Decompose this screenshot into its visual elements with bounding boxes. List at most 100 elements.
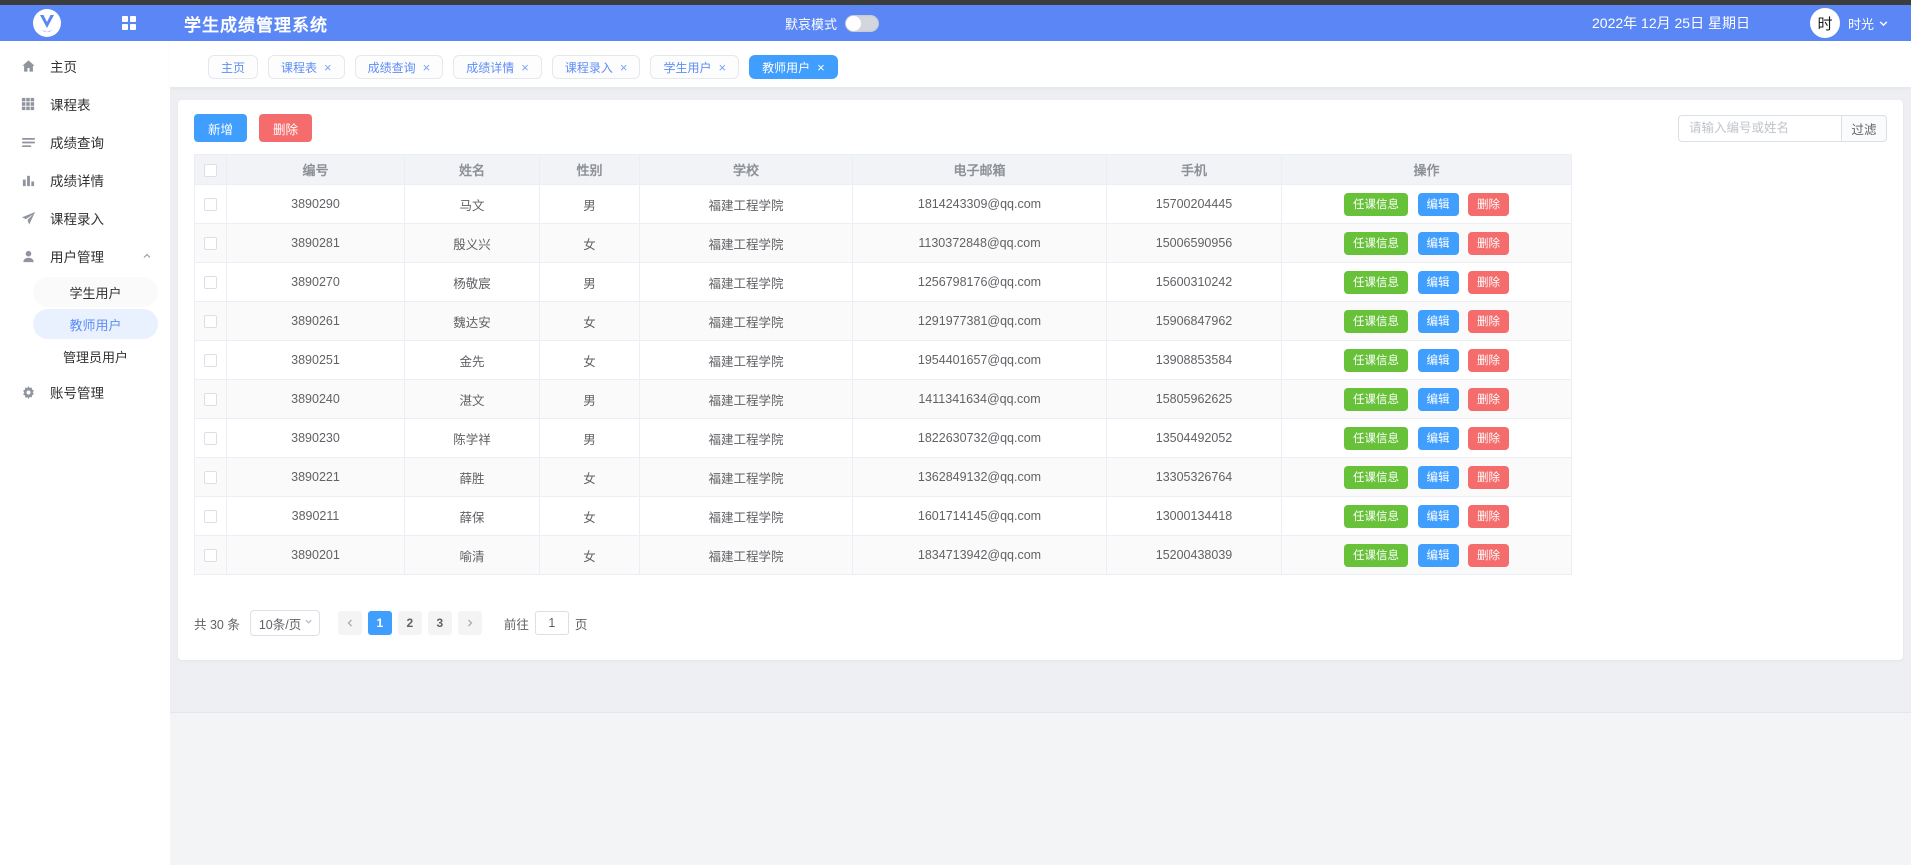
course-info-button[interactable]: 任课信息 (1344, 426, 1409, 450)
cell-email: 1411341634@qq.com (852, 379, 1107, 419)
row-checkbox[interactable] (204, 432, 217, 446)
sidebar-item-timetable[interactable]: 课程表 (0, 85, 170, 123)
row-checkbox[interactable] (204, 393, 217, 407)
delete-row-button[interactable]: 删除 (1467, 192, 1509, 216)
delete-row-button[interactable]: 删除 (1467, 231, 1509, 255)
course-info-button[interactable]: 任课信息 (1344, 543, 1409, 567)
tab-主页[interactable]: 主页 (208, 55, 259, 79)
toolbar: 新增 删除 过滤 (194, 114, 1887, 142)
delete-row-button[interactable]: 删除 (1467, 270, 1509, 294)
sidebar-item-admin-users[interactable]: 管理员用户 (62, 349, 128, 365)
edit-button[interactable]: 编辑 (1417, 309, 1459, 333)
tab-成绩详情[interactable]: 成绩详情 × (453, 55, 542, 79)
row-checkbox[interactable] (204, 549, 217, 563)
menu-grid-icon[interactable] (122, 16, 136, 30)
cell-phone: 13504492052 (1106, 418, 1282, 458)
close-icon[interactable]: × (521, 59, 529, 75)
cell-gender: 女 (539, 340, 640, 380)
sidebar-item-user-management[interactable]: 用户管理 (0, 237, 170, 275)
close-icon[interactable]: × (817, 59, 825, 75)
delete-row-button[interactable]: 删除 (1467, 426, 1509, 450)
tab-成绩查询[interactable]: 成绩查询 × (354, 55, 444, 79)
row-checkbox[interactable] (204, 354, 217, 368)
filter-input[interactable] (1678, 114, 1841, 142)
course-info-button[interactable]: 任课信息 (1344, 309, 1409, 333)
course-info-button[interactable]: 任课信息 (1344, 270, 1409, 294)
window-top-strip (0, 0, 1911, 5)
select-all-checkbox[interactable] (204, 164, 217, 178)
prev-page-button[interactable] (337, 611, 362, 635)
table-row: 3890240 湛文 男 福建工程学院 1411341634@qq.com 15… (194, 379, 1572, 419)
delete-row-button[interactable]: 删除 (1467, 387, 1509, 411)
edit-button[interactable]: 编辑 (1417, 426, 1459, 450)
sidebar-item-score-detail[interactable]: 成绩详情 (0, 161, 170, 199)
sidebar-item-account-management[interactable]: 账号管理 (0, 373, 170, 411)
row-checkbox[interactable] (204, 315, 217, 329)
username[interactable]: 时光 (1847, 16, 1874, 32)
course-info-button[interactable]: 任课信息 (1344, 192, 1409, 216)
edit-button[interactable]: 编辑 (1417, 231, 1459, 255)
sidebar-item-student-users[interactable]: 学生用户 (33, 277, 158, 307)
sidebar-item-home[interactable]: 主页 (0, 47, 170, 85)
row-checkbox[interactable] (204, 237, 217, 251)
filter-button[interactable]: 过滤 (1841, 114, 1887, 142)
course-info-button[interactable]: 任课信息 (1344, 231, 1409, 255)
column-header: 姓名 (404, 154, 540, 185)
edit-button[interactable]: 编辑 (1417, 270, 1459, 294)
tab-教师用户[interactable]: 教师用户 × (749, 55, 838, 79)
cell-name: 魏达安 (404, 301, 540, 341)
tab-课程录入[interactable]: 课程录入 × (551, 55, 641, 79)
delete-row-button[interactable]: 删除 (1467, 348, 1509, 372)
tab-学生用户[interactable]: 学生用户 × (650, 55, 740, 79)
edit-button[interactable]: 编辑 (1417, 465, 1459, 489)
mode-toggle-label: 默哀模式 (785, 16, 838, 32)
row-checkbox[interactable] (204, 198, 217, 212)
row-checkbox[interactable] (204, 276, 217, 290)
course-info-button[interactable]: 任课信息 (1344, 387, 1409, 411)
edit-button[interactable]: 编辑 (1417, 192, 1459, 216)
course-info-button[interactable]: 任课信息 (1344, 465, 1409, 489)
teacher-users-table: 编号 姓名 性别 学校 电子邮箱 手机 操作 3890290 马文 男 福建工程学院 181… (194, 154, 1572, 575)
mode-toggle-switch[interactable] (845, 14, 880, 32)
row-checkbox[interactable] (204, 471, 217, 485)
delete-row-button[interactable]: 删除 (1467, 504, 1509, 528)
sidebar-item-score-query[interactable]: 成绩查询 (0, 123, 170, 161)
edit-button[interactable]: 编辑 (1417, 387, 1459, 411)
edit-button[interactable]: 编辑 (1417, 348, 1459, 372)
sidebar-item-course-entry[interactable]: 课程录入 (0, 199, 170, 237)
page-button-2[interactable]: 2 (397, 611, 422, 635)
cell-email: 1834713942@qq.com (852, 535, 1107, 575)
close-icon[interactable]: × (619, 59, 628, 75)
goto-page-input[interactable] (534, 611, 569, 635)
cell-phone: 15906847962 (1106, 301, 1282, 341)
edit-button[interactable]: 编辑 (1417, 543, 1459, 567)
cell-phone: 15006590956 (1106, 223, 1282, 263)
close-icon[interactable]: × (422, 59, 431, 75)
cell-id: 3890230 (226, 418, 405, 458)
cell-school: 福建工程学院 (639, 535, 853, 575)
delete-row-button[interactable]: 删除 (1467, 309, 1509, 333)
delete-row-button[interactable]: 删除 (1467, 465, 1509, 489)
cell-name: 陈学祥 (404, 418, 540, 458)
course-info-button[interactable]: 任课信息 (1344, 348, 1409, 372)
tab-课程表[interactable]: 课程表 × (268, 55, 345, 79)
table-row: 3890261 魏达安 女 福建工程学院 1291977381@qq.com 1… (194, 301, 1572, 341)
course-info-button[interactable]: 任课信息 (1344, 504, 1409, 528)
cell-phone: 15600310242 (1106, 262, 1282, 302)
goto-suffix: 页 (574, 617, 588, 632)
page-button-1[interactable]: 1 (367, 611, 392, 635)
edit-button[interactable]: 编辑 (1417, 504, 1459, 528)
avatar[interactable]: 时 (1809, 8, 1840, 38)
close-icon[interactable]: × (718, 59, 727, 75)
delete-row-button[interactable]: 删除 (1467, 543, 1509, 567)
column-header: 手机 (1106, 154, 1282, 185)
chevron-down-icon[interactable] (1878, 18, 1889, 29)
page-button-3[interactable]: 3 (427, 611, 452, 635)
delete-button[interactable]: 删除 (259, 114, 313, 142)
add-button[interactable]: 新增 (194, 114, 248, 142)
close-icon[interactable]: × (324, 59, 332, 75)
sidebar-item-teacher-users[interactable]: 教师用户 (33, 309, 158, 339)
row-checkbox[interactable] (204, 510, 217, 524)
page-size-select[interactable]: 10条/页 (249, 610, 320, 636)
next-page-button[interactable] (457, 611, 482, 635)
